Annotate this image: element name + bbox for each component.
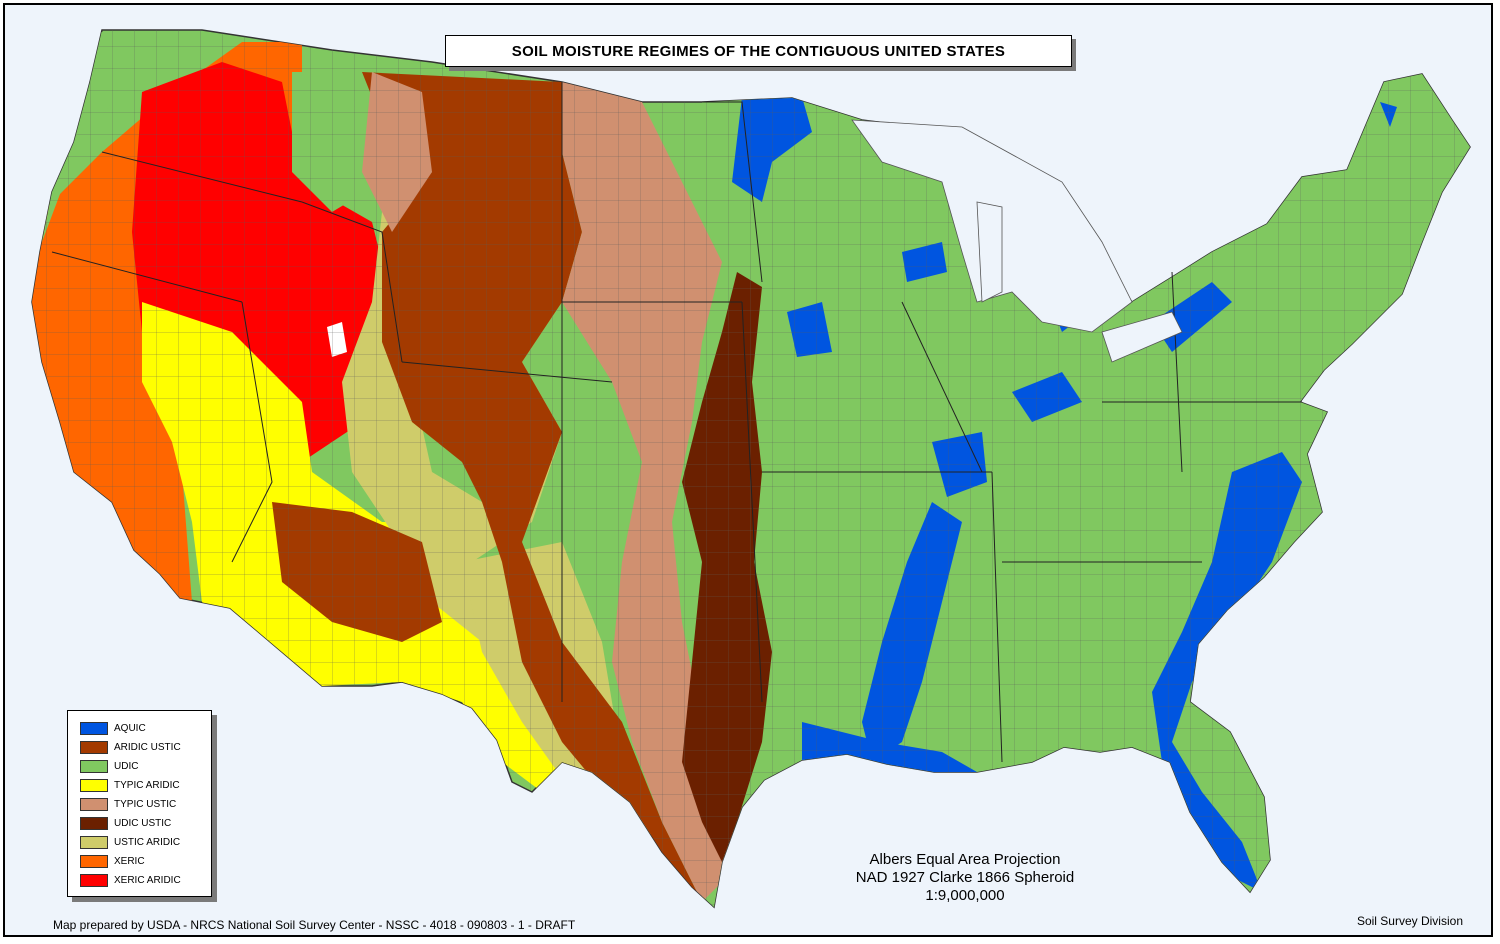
legend-swatch-typic-ustic — [80, 797, 108, 811]
legend-item: XERIC ARIDIC — [80, 873, 181, 887]
map-title: SOIL MOISTURE REGIMES OF THE CONTIGUOUS … — [445, 35, 1072, 67]
legend-swatch-xeric — [80, 854, 108, 868]
legend-item: ARIDIC USTIC — [80, 740, 181, 754]
projection-line-2: NAD 1927 Clarke 1866 Spheroid — [855, 869, 1075, 886]
great-lakes — [851, 119, 1183, 363]
legend-swatch-xeric-aridic — [80, 873, 108, 887]
legend-label: XERIC — [114, 855, 145, 867]
legend-label: AQUIC — [114, 722, 146, 734]
projection-info: Albers Equal Area Projection NAD 1927 Cl… — [815, 851, 1115, 905]
projection-line-1: Albers Equal Area Projection — [869, 851, 1061, 868]
legend-item: UDIC — [80, 759, 138, 773]
map-frame: SOIL MOISTURE REGIMES OF THE CONTIGUOUS … — [3, 3, 1493, 937]
us-soil-map — [31, 29, 1471, 909]
legend: AQUIC ARIDIC USTIC UDIC TYPIC ARIDIC TYP… — [67, 710, 212, 897]
legend-label: XERIC ARIDIC — [114, 874, 181, 886]
projection-scale: 1:9,000,000 — [925, 887, 1005, 904]
legend-swatch-udic — [80, 759, 108, 773]
legend-swatch-aquic — [80, 721, 108, 735]
legend-swatch-aridic-ustic — [80, 740, 108, 754]
map-title-text: SOIL MOISTURE REGIMES OF THE CONTIGUOUS … — [511, 42, 1006, 60]
legend-label: TYPIC ARIDIC — [114, 779, 180, 791]
legend-label: UDIC — [114, 760, 139, 772]
legend-item: TYPIC ARIDIC — [80, 778, 180, 792]
legend-swatch-udic-ustic — [80, 816, 108, 830]
legend-item: USTIC ARIDIC — [80, 835, 180, 849]
legend-label: ARIDIC USTIC — [114, 741, 181, 753]
legend-label: TYPIC USTIC — [114, 798, 177, 810]
legend-item: AQUIC — [80, 721, 146, 735]
state-boundaries — [51, 82, 1302, 763]
legend-item: UDIC USTIC — [80, 816, 171, 830]
map-credit: Map prepared by USDA - NRCS National Soi… — [53, 918, 576, 932]
division-label: Soil Survey Division — [1356, 914, 1463, 928]
legend-item: TYPIC USTIC — [80, 797, 176, 811]
legend-label: UDIC USTIC — [114, 817, 172, 829]
legend-swatch-typic-aridic — [80, 778, 108, 792]
legend-item: XERIC — [80, 854, 145, 868]
legend-label: USTIC ARIDIC — [114, 836, 181, 848]
legend-swatch-ustic-aridic — [80, 835, 108, 849]
